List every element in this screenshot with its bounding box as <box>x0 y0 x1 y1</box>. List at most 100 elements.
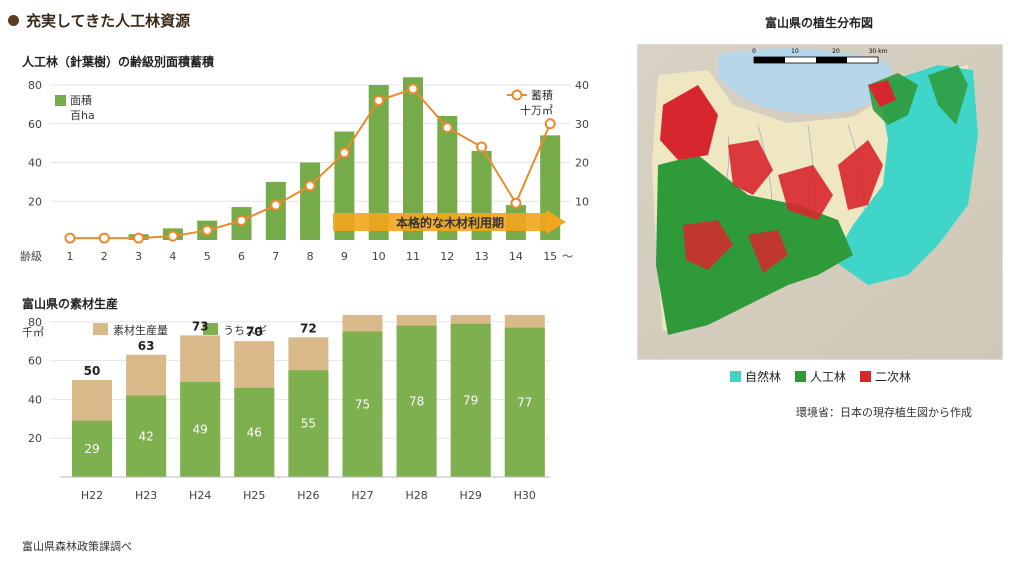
stock-point <box>167 230 179 242</box>
x-tick-label: 15 <box>543 250 557 263</box>
legend-sugi-swatch <box>203 323 218 335</box>
total-value-label: 73 <box>192 319 209 333</box>
timber-production-chart: 千㎥ 20 40 60 80 素材生産量 うちスギ 50 29 H22 63 42 H23 73 49 H24… <box>22 315 550 502</box>
total-value-label: 50 <box>84 364 101 378</box>
map-legend-item: 二次林 <box>860 368 911 385</box>
production-sugi-bar <box>180 381 221 477</box>
production-sugi-bar <box>234 387 275 477</box>
map-legend-item: 自然林 <box>730 368 781 385</box>
legend-stock-marker <box>511 89 523 101</box>
map-legend: 自然林 人工林 二次林 <box>730 368 911 385</box>
x-tick-label: 10 <box>372 250 386 263</box>
sugi-value-label: 79 <box>463 393 478 407</box>
map-scale-label: 10 <box>791 48 799 55</box>
x-tick-label: 7 <box>272 250 279 263</box>
legend-total-swatch <box>93 323 108 335</box>
stock-point <box>441 122 453 134</box>
left-tick-label: 20 <box>28 195 42 208</box>
natural-forest-swatch <box>730 371 741 382</box>
sugi-value-label: 49 <box>193 422 208 436</box>
left-tick-label: 80 <box>28 79 42 92</box>
stock-point <box>201 224 213 236</box>
x-tick-label: 3 <box>135 250 142 263</box>
area-bar <box>403 77 423 240</box>
y-axis-unit: 千㎥ <box>22 326 44 339</box>
utilization-arrow-label: 本格的な木材利用期 <box>396 215 504 230</box>
map-legend-item: 人工林 <box>795 368 846 385</box>
area-bar <box>300 162 321 240</box>
x-tick-label: 14 <box>509 250 523 263</box>
right-tick-label: 30 <box>575 118 589 131</box>
stock-point <box>373 95 385 106</box>
footnote: 富山県森林政策課調べ <box>22 540 132 553</box>
x-tick-label: 2 <box>101 250 108 263</box>
stock-point <box>64 232 76 244</box>
map-scale-label: 30 km <box>869 48 888 55</box>
x-tick-label: 9 <box>341 250 348 263</box>
map-legend-label: 二次林 <box>875 370 912 384</box>
secondary-forest-swatch <box>860 371 872 382</box>
area-bar <box>265 181 286 240</box>
stock-point <box>338 147 350 159</box>
x-tick-label: H29 <box>460 489 482 502</box>
legend-sugi-label: うちスギ <box>223 324 267 337</box>
right-tick-label: 40 <box>575 79 589 92</box>
stock-point <box>476 141 488 153</box>
x-tick-label: 4 <box>169 250 176 263</box>
legend-area-unit: 百ha <box>70 109 95 122</box>
right-tick-label: 10 <box>575 195 589 208</box>
legend-area-label: 面積 <box>70 93 92 107</box>
utilization-arrow-head <box>546 210 566 234</box>
x-tick-label: H30 <box>514 489 536 502</box>
bullet-dot-icon <box>8 15 19 26</box>
sugi-value-label: 78 <box>409 394 424 408</box>
y-tick-label: 40 <box>28 393 42 406</box>
production-sugi-bar <box>126 395 167 477</box>
sugi-value-label: 77 <box>517 395 532 409</box>
y-tick-label: 80 <box>28 316 42 329</box>
x-tick-label: H27 <box>351 489 373 502</box>
section-title: 充実してきた人工林資源 <box>8 10 190 31</box>
production-sugi-bar <box>396 325 437 477</box>
y-tick-label: 60 <box>28 355 42 368</box>
map-source: 環境省：日本の現存植生図から作成 <box>796 406 972 419</box>
sugi-value-label: 46 <box>247 425 262 439</box>
stock-point <box>407 83 419 95</box>
map-scale-label: 20 <box>832 48 840 55</box>
total-value-label: 70 <box>246 325 263 339</box>
x-tick-label: H25 <box>243 489 265 502</box>
legend-area-swatch <box>55 95 66 106</box>
x-tick-label: 1 <box>67 250 74 263</box>
stock-point <box>304 180 316 192</box>
production-sugi-bar <box>288 370 329 477</box>
x-tick-label: H22 <box>81 489 103 502</box>
area-bar <box>368 85 389 240</box>
map-scale-label: 0 <box>752 48 756 55</box>
left-tick-label: 60 <box>28 118 42 131</box>
production-sugi-bar <box>72 420 112 477</box>
x-tick-label: 5 <box>204 250 211 263</box>
utilization-arrow <box>333 213 546 231</box>
area-bar <box>437 116 458 240</box>
map-legend-label: 人工林 <box>810 370 847 384</box>
toyama-vegetation-map-image: 0 10 20 30 km <box>638 45 1002 359</box>
x-axis-label: 齢級 <box>20 249 42 263</box>
sugi-value-label: 29 <box>84 442 99 456</box>
x-axis-suffix: 〜 <box>562 250 573 263</box>
sugi-value-label: 42 <box>138 429 153 443</box>
production-sugi-bar <box>450 323 491 477</box>
left-tick-label: 40 <box>28 157 42 170</box>
x-tick-label: 12 <box>440 250 454 263</box>
legend-stock-unit: 十万㎥ <box>520 103 553 117</box>
x-tick-label: 11 <box>406 250 420 263</box>
stock-point <box>510 197 522 209</box>
sugi-value-label: 55 <box>301 417 316 431</box>
y-tick-label: 20 <box>28 432 42 445</box>
right-tick-label: 20 <box>575 157 589 170</box>
sugi-value-label: 75 <box>355 397 370 411</box>
chart1-title: 人工林（針葉樹）の齢級別面積蓄積 <box>22 55 215 69</box>
stock-point <box>133 232 145 244</box>
production-sugi-bar <box>342 331 383 477</box>
production-sugi-bar <box>504 327 545 477</box>
